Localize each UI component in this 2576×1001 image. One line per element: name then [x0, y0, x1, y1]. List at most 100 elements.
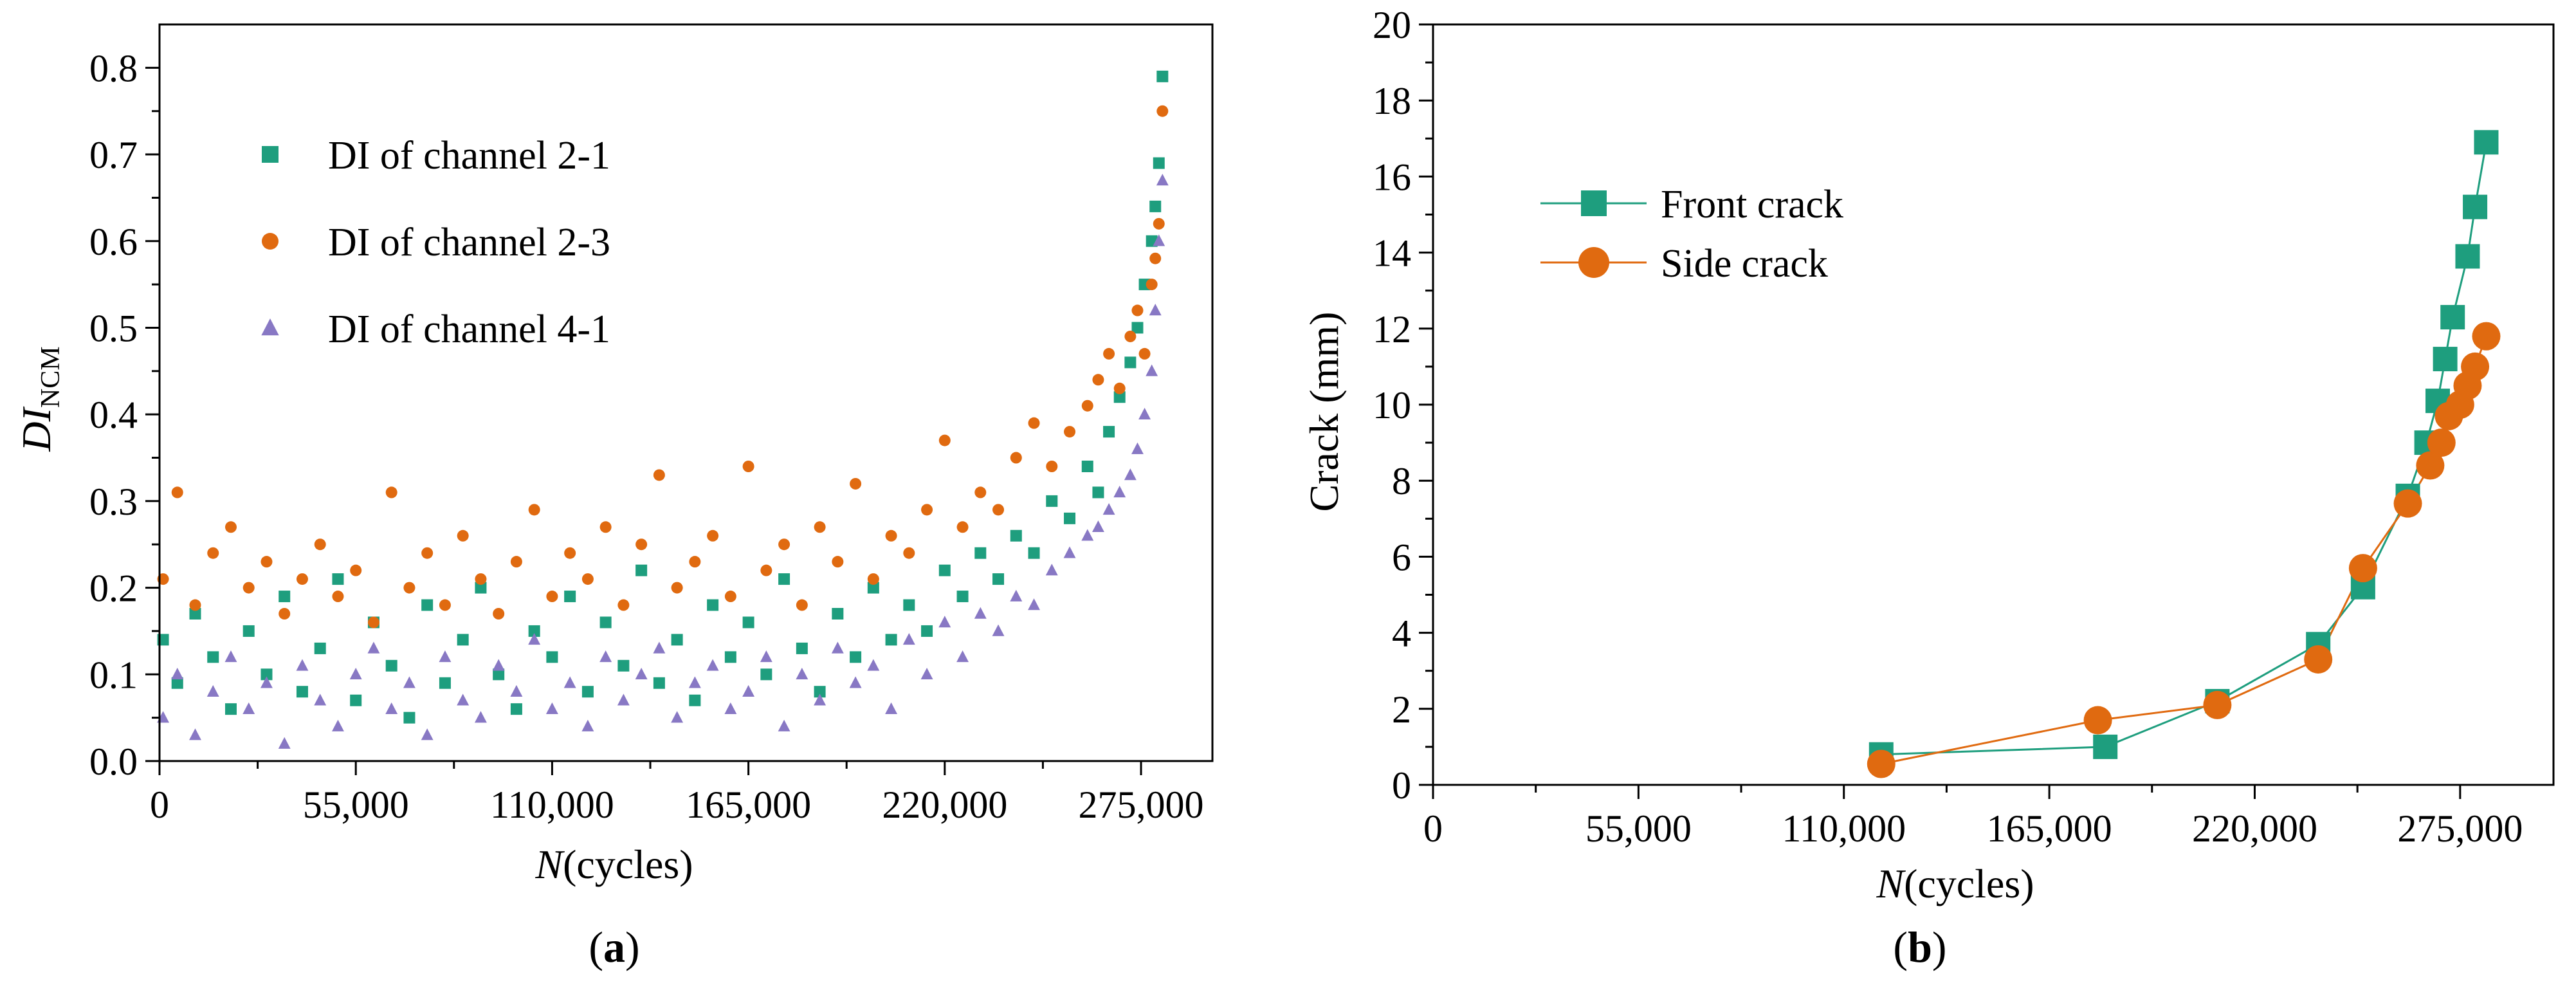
data-point-square	[1113, 391, 1126, 403]
legend-label: DI of channel 2-1	[328, 134, 610, 178]
data-point-square	[1131, 322, 1144, 334]
data-point-square	[974, 547, 987, 559]
data-point-triangle	[296, 659, 309, 671]
x-tick-label: 220,000	[882, 784, 1007, 826]
panel-b-y-axis-label: Crack (mm)	[1301, 312, 1347, 512]
data-point-triangle	[385, 702, 398, 714]
y-tick-label: 6	[1392, 536, 1411, 578]
data-point-square	[171, 677, 183, 689]
data-point-circle	[2083, 706, 2112, 735]
legend-label: Side crack	[1661, 242, 1828, 286]
data-point-circle	[1153, 217, 1165, 230]
data-point-triangle	[671, 711, 684, 723]
data-point-circle	[689, 556, 701, 568]
data-point-square	[457, 634, 469, 646]
data-point-triangle	[885, 702, 898, 714]
panel-b-plot-frame	[1432, 23, 2555, 786]
y-tick-label: 0.7	[89, 134, 138, 176]
data-point-circle	[510, 556, 522, 568]
data-point-triangle	[1092, 520, 1104, 533]
data-point-triangle	[1081, 529, 1094, 541]
data-point-triangle	[742, 684, 755, 697]
data-point-triangle	[1113, 486, 1126, 498]
data-point-triangle	[528, 633, 541, 645]
data-point-triangle	[1124, 468, 1137, 481]
panel-b-caption: (b)	[1893, 923, 1946, 971]
data-point-triangle	[706, 659, 719, 671]
data-point-square	[760, 668, 772, 681]
data-point-square	[814, 686, 826, 698]
data-point-square	[260, 668, 273, 681]
x-tick-label: 275,000	[2397, 807, 2523, 850]
data-point-square	[617, 659, 630, 672]
data-point-square	[350, 694, 362, 706]
data-point-circle	[832, 556, 844, 568]
data-point-square	[2433, 347, 2458, 372]
data-point-square	[724, 651, 736, 663]
y-tick-label: 8	[1392, 460, 1411, 502]
data-point-circle	[564, 547, 576, 559]
y-tick-label: 14	[1373, 232, 1411, 275]
data-point-square	[385, 659, 397, 672]
x-tick-label: 55,000	[303, 784, 409, 826]
data-point-triangle	[581, 719, 594, 731]
x-tick-label: 110,000	[490, 784, 614, 826]
data-point-circle	[1028, 417, 1040, 429]
data-point-square	[832, 608, 844, 620]
data-point-square	[1010, 529, 1022, 542]
data-point-circle	[599, 521, 612, 533]
data-point-triangle	[1102, 503, 1115, 515]
data-point-square	[850, 651, 862, 663]
data-point-triangle	[510, 684, 523, 697]
data-point-triangle	[492, 659, 505, 671]
data-point-circle	[921, 504, 933, 516]
data-point-circle	[457, 529, 469, 542]
legend-label: Front crack	[1661, 183, 1843, 226]
data-point-triangle	[1010, 589, 1023, 602]
data-point-circle	[1138, 347, 1151, 360]
data-point-triangle	[1149, 304, 1162, 316]
data-point-circle	[760, 564, 772, 576]
data-point-circle	[314, 538, 326, 551]
x-tick-label: 165,000	[1987, 807, 2112, 850]
data-point-triangle	[992, 624, 1005, 636]
data-point-triangle	[867, 659, 880, 671]
data-point-circle	[707, 529, 719, 542]
data-point-triangle	[1138, 407, 1151, 419]
data-point-triangle	[617, 693, 630, 706]
panel-a-x-axis: 0 55,000 110,000 165,000 220,000 275,000	[150, 761, 1204, 826]
data-point-circle	[421, 547, 434, 559]
data-point-circle	[2304, 645, 2333, 674]
series-line	[1881, 142, 2487, 756]
data-point-circle	[653, 469, 665, 481]
panel-b-series-lines	[1881, 142, 2487, 765]
data-point-square	[546, 651, 558, 663]
data-point-triangle	[474, 711, 487, 723]
data-point-triangle	[796, 667, 808, 680]
legend-marker-triangle	[261, 318, 279, 336]
data-point-triangle	[439, 650, 452, 663]
data-point-square	[1028, 547, 1040, 559]
data-point-square	[475, 582, 487, 594]
data-point-square	[635, 564, 648, 576]
panel-a-scatter-chart: 0 55,000 110,000 165,000 220,000 275,000 0.00…	[14, 23, 1214, 971]
y-tick-label: 4	[1392, 612, 1411, 655]
data-point-circle	[171, 486, 183, 499]
data-point-circle	[2472, 322, 2501, 351]
data-point-square	[207, 651, 219, 663]
data-point-square	[493, 668, 505, 681]
y-tick-label: 0.4	[89, 394, 138, 436]
data-point-triangle	[224, 650, 237, 663]
data-point-square	[796, 642, 808, 654]
data-point-triangle	[189, 728, 201, 740]
data-point-circle	[350, 564, 362, 576]
data-point-square	[1124, 356, 1137, 369]
data-point-circle	[778, 538, 790, 551]
data-point-triangle	[1063, 546, 1076, 558]
data-point-square	[189, 608, 201, 620]
data-point-square	[2440, 305, 2465, 330]
data-point-circle	[1103, 347, 1115, 360]
legend-label: DI of channel 4-1	[328, 308, 610, 351]
data-point-circle	[724, 591, 736, 603]
data-point-square	[2093, 734, 2118, 759]
